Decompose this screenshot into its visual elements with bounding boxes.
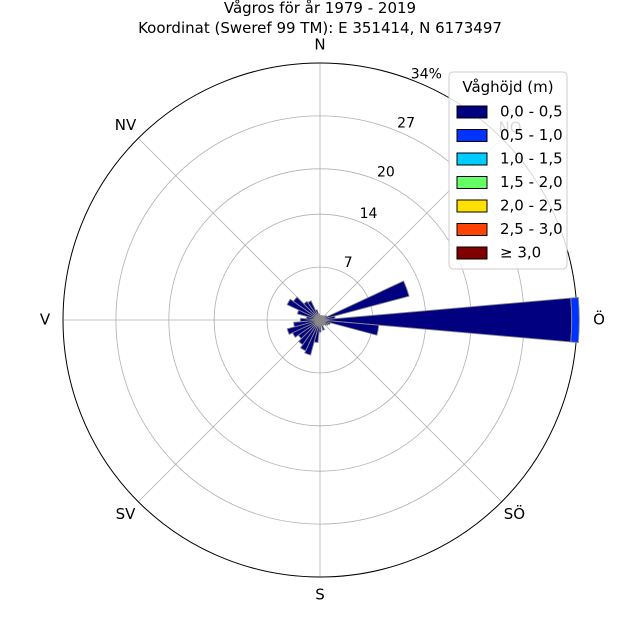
- bars: [286, 280, 580, 356]
- grid-spoke: [137, 137, 321, 321]
- legend-swatch: [456, 199, 488, 213]
- legend-swatch: [456, 152, 488, 166]
- legend-label: 1,5 - 2,0: [500, 173, 563, 191]
- legend-box: [448, 71, 568, 270]
- bar-sector: [307, 300, 321, 321]
- legend-swatch: [456, 105, 488, 119]
- bar-sector: [297, 319, 321, 346]
- direction-label: V: [40, 311, 51, 329]
- bar-sector: [286, 298, 321, 321]
- grid-spoke: [319, 319, 503, 503]
- grid-spoke: [137, 319, 321, 503]
- legend-swatch: [456, 176, 488, 189]
- ring-label: 20: [377, 164, 395, 180]
- ring-label: 7: [344, 255, 353, 271]
- ring-label: 14: [360, 206, 378, 222]
- legend-label: 2,5 - 3,0: [500, 220, 563, 238]
- bar-sector: [299, 317, 321, 323]
- legend-label: 2,0 - 2,5: [500, 197, 563, 215]
- bar-sector: [286, 319, 321, 335]
- direction-label: SV: [116, 505, 137, 523]
- ring-label: 34%: [411, 67, 442, 83]
- legend-label: 0,0 - 0,5: [500, 103, 563, 121]
- ring-label: 27: [397, 115, 415, 131]
- legend-title: Våghöjd (m): [462, 78, 553, 96]
- direction-label: SÖ: [504, 504, 525, 523]
- bar-sector: [319, 319, 380, 336]
- direction-label: NV: [115, 116, 137, 134]
- bar-sector: [292, 296, 321, 321]
- bar-sector: [293, 319, 321, 328]
- legend-swatch: [456, 223, 488, 236]
- bar-sector: [570, 296, 580, 344]
- legend: Våghöjd (m) 0,0 - 0,5 0,5 - 1,0 1,0 - 1,5 1,…: [448, 71, 568, 270]
- bar-sector: [317, 313, 321, 321]
- bar-sector: [303, 300, 321, 321]
- bar-sector: [319, 280, 410, 321]
- legend-label: 0,5 - 1,0: [500, 126, 563, 144]
- direction-label: S: [315, 586, 325, 604]
- direction-label: N: [314, 36, 325, 54]
- legend-swatch: [456, 246, 488, 260]
- direction-label: Ö: [593, 310, 605, 329]
- legend-label: 1,0 - 1,5: [500, 150, 563, 168]
- legend-label: ≥ 3,0: [500, 244, 541, 262]
- chart-subtitle: Koordinat (Sweref 99 TM): E 351414, N 61…: [138, 19, 502, 37]
- legend-swatch: [456, 129, 488, 142]
- chart-title: Vågros för år 1979 - 2019: [224, 0, 416, 17]
